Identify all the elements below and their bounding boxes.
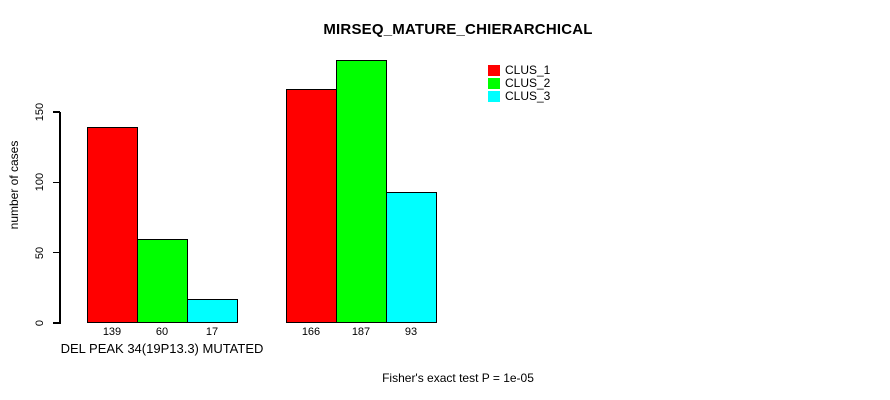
legend-swatch-clus3 <box>488 91 500 102</box>
bar-clus_1-group2 <box>286 89 337 323</box>
bar-clus_3-group2 <box>386 192 437 323</box>
bar-value-label: 166 <box>301 326 321 338</box>
bar-clus_3-group1 <box>187 299 238 323</box>
chart-title: MIRSEQ_MATURE_CHIERARCHICAL <box>323 21 593 38</box>
y-tick-mark <box>53 181 60 184</box>
legend-item-clus1: CLUS_1 <box>488 63 551 77</box>
legend-swatch-clus2 <box>488 78 500 89</box>
y-tick-label: 100 <box>34 173 46 192</box>
y-tick-mark <box>53 111 60 113</box>
y-axis-label: number of cases <box>7 140 21 230</box>
x-axis-label: DEL PEAK 34(19P13.3) MUTATED <box>60 341 264 356</box>
y-tick-mark <box>53 251 60 254</box>
y-tick-label: 50 <box>34 246 46 259</box>
bar-value-label: 17 <box>205 326 219 338</box>
legend: CLUS_1 CLUS_2 CLUS_3 <box>488 63 551 103</box>
legend-label: CLUS_3 <box>505 89 551 103</box>
legend-item-clus3: CLUS_3 <box>488 89 551 103</box>
legend-label: CLUS_1 <box>505 63 551 77</box>
legend-label: CLUS_2 <box>505 76 551 90</box>
bar-clus_1-group1 <box>87 127 138 323</box>
y-tick-mark <box>53 322 60 324</box>
legend-item-clus2: CLUS_2 <box>488 76 551 90</box>
bar-clus_2-group1 <box>137 238 188 323</box>
bar-value-label: 93 <box>404 326 418 338</box>
y-tick-label: 0 <box>34 319 46 327</box>
y-tick-label: 150 <box>34 102 46 122</box>
legend-swatch-clus1 <box>488 65 500 76</box>
bar-value-label: 60 <box>155 326 169 338</box>
y-axis-line <box>59 112 61 324</box>
bar-value-label: 187 <box>351 326 371 338</box>
bar-value-label: 139 <box>102 326 122 338</box>
bar-clus_2-group2 <box>336 59 387 323</box>
annotation-pvalue: Fisher's exact test P = 1e-05 <box>382 371 534 385</box>
